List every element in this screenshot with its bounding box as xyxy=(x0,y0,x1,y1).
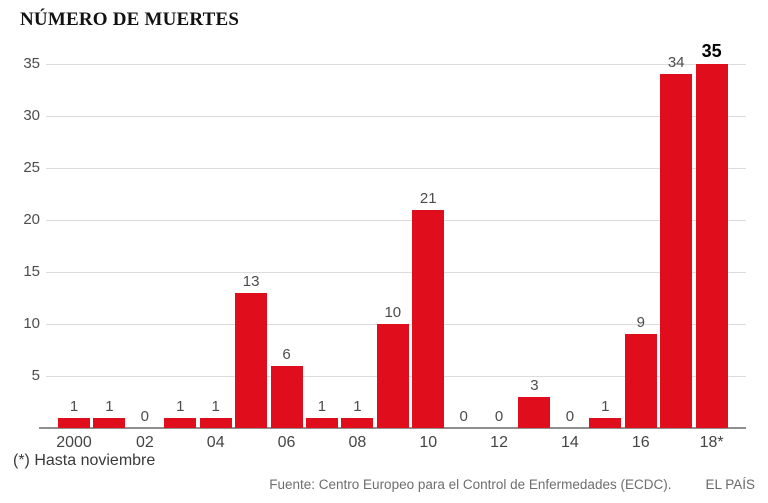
bar xyxy=(518,396,551,428)
bar-value-label: 3 xyxy=(530,376,539,394)
bar-value-label: 1 xyxy=(69,397,79,415)
x-axis-label: 06 xyxy=(277,434,296,451)
gridline xyxy=(46,272,746,273)
x-axis-label: 02 xyxy=(135,434,154,451)
bar xyxy=(695,64,728,428)
bar-value-label: 1 xyxy=(211,397,220,415)
bar xyxy=(58,417,91,428)
bar xyxy=(235,292,268,428)
bar xyxy=(341,417,374,428)
bar-value-label: 6 xyxy=(282,345,291,363)
plot-area: 5 10 15 20 25 30 35 1 1 0 1 1 13 6 1 1 10 21 0 0 3 0 1 9 34 35 200… xyxy=(23,42,746,451)
bar-value-label: 1 xyxy=(317,397,327,415)
bar xyxy=(376,324,409,428)
bar xyxy=(305,417,338,428)
bar xyxy=(412,209,445,428)
source-line: Fuente: Centro Europeo para el Control d… xyxy=(269,477,755,492)
bar-value-label: 13 xyxy=(242,272,260,290)
bar-value-label: 9 xyxy=(636,314,645,332)
gridline xyxy=(46,116,746,117)
gridline xyxy=(46,220,746,221)
x-axis-label: 04 xyxy=(206,434,225,451)
bar-value-label: 1 xyxy=(601,397,610,415)
bar-value-label: 1 xyxy=(176,397,185,415)
x-axis-label: 12 xyxy=(490,434,508,451)
y-axis-label: 20 xyxy=(23,211,40,228)
bar xyxy=(199,417,232,428)
bar xyxy=(624,334,657,428)
gridline xyxy=(46,168,746,169)
bar xyxy=(270,365,303,428)
x-axis-label: 18* xyxy=(699,434,724,451)
y-axis-label: 15 xyxy=(23,263,40,280)
x-axis-label: 14 xyxy=(560,434,579,451)
x-axis-label: 16 xyxy=(631,434,650,451)
chart-title: NÚMERO DE MUERTES xyxy=(20,9,240,30)
bar-value-label: 0 xyxy=(459,408,468,425)
source-text: Fuente: Centro Europeo para el Control d… xyxy=(269,477,672,492)
bar-value-label: 1 xyxy=(105,397,114,415)
y-axis-label: 35 xyxy=(23,55,40,72)
bar-value-label: 10 xyxy=(384,304,402,321)
bar-value-label: 34 xyxy=(667,54,685,72)
y-axis-label: 5 xyxy=(31,367,40,384)
brand: EL PAÍS xyxy=(705,477,755,492)
bar-value-label: 0 xyxy=(565,408,575,425)
x-axis-line xyxy=(39,427,746,429)
y-axis-label: 30 xyxy=(23,107,40,124)
x-axis-label: 2000 xyxy=(56,434,92,451)
bar-value-label: 21 xyxy=(419,189,437,207)
gridline xyxy=(46,64,746,65)
x-axis-label: 10 xyxy=(419,434,438,451)
x-axis-label: 08 xyxy=(348,434,367,451)
y-axis-label: 25 xyxy=(23,159,40,176)
bar-value-label: 35 xyxy=(701,41,722,61)
y-axis-label: 10 xyxy=(23,315,40,332)
bar xyxy=(660,74,693,428)
bar-value-label: 0 xyxy=(140,408,150,425)
footnote: (*) Hasta noviembre xyxy=(13,452,156,469)
bar xyxy=(164,417,197,428)
bar xyxy=(589,417,622,428)
bar-value-label: 0 xyxy=(494,408,504,425)
bar xyxy=(93,417,126,428)
bar-value-label: 1 xyxy=(353,397,362,415)
